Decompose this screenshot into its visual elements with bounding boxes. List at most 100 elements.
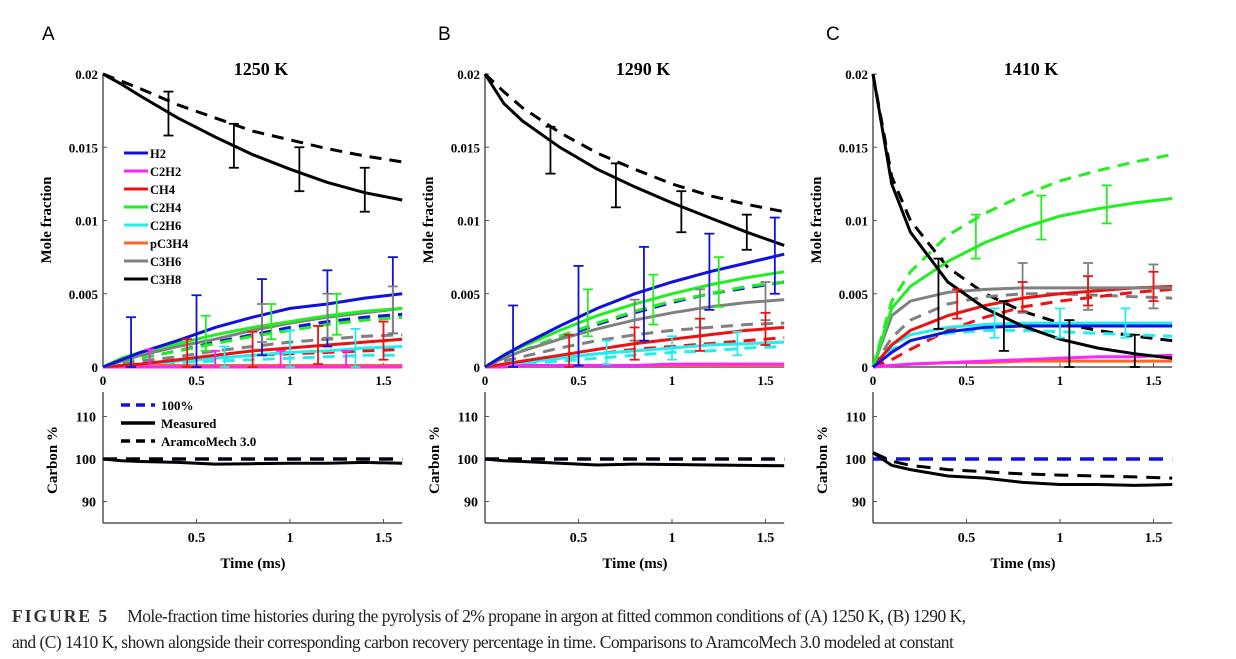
error-bar-ch4 [760, 311, 771, 346]
carbon-x-tick-label: 0.5 [958, 531, 976, 546]
error-bar-ch4 [1083, 275, 1094, 307]
error-bar-c3h8 [1064, 319, 1075, 368]
error-bar-c3h8 [163, 90, 174, 137]
x-tick-label: 0.5 [570, 373, 587, 388]
error-bar-ch4 [182, 338, 193, 368]
error-bar-c3h8 [228, 122, 239, 169]
error-bar-c3h8 [610, 162, 621, 209]
y-tick-label: 0 [92, 360, 99, 375]
y-tick-label: 0.01 [845, 214, 868, 229]
error-bar-c3h6 [387, 285, 398, 335]
carbon-y-tick-label: 90 [82, 496, 96, 511]
error-bar-c2h4 [713, 256, 724, 308]
error-bar-c2h6 [1055, 307, 1065, 339]
carbon-x-tick-label: 1.5 [757, 531, 775, 546]
measured-line-c3h6 [871, 286, 1173, 368]
error-bar-ch4 [564, 333, 575, 368]
y-tick-label: 0.015 [69, 140, 99, 155]
x-tick-label: 1 [1057, 373, 1064, 388]
legend-label-h2: H2 [150, 147, 166, 161]
error-bar-c2h6 [219, 345, 230, 368]
carbon-legend-label: 100% [161, 398, 194, 413]
error-bar-ch4 [952, 288, 963, 320]
y-tick-label: 0.02 [845, 67, 868, 82]
carbon-x-tick-label: 1 [669, 531, 676, 546]
legend-label-pc3h4: pC3H4 [150, 237, 189, 251]
error-bar-h2 [704, 232, 715, 311]
carbon-y-tick-label: 90 [464, 496, 478, 511]
measured-line-c2h4 [871, 197, 1173, 368]
error-bar-c3h8 [359, 166, 370, 213]
carbon-x-tick-label: 1 [287, 531, 294, 546]
y-tick-label: 0.01 [75, 214, 98, 229]
error-bar-c3h8 [545, 125, 556, 175]
error-bar-c2h4 [1036, 194, 1047, 241]
caption-line-2: and (C) 1410 K, shown alongside their co… [12, 632, 954, 652]
error-bar-c2h4 [970, 213, 981, 260]
x-tick-label: 1.5 [757, 373, 774, 388]
legend-label-ch4: CH4 [150, 183, 176, 197]
carbon-y-axis-label: Carbon % [427, 426, 443, 494]
legend-label-c2h4: C2H4 [150, 201, 182, 215]
model-line-c3h8 [102, 72, 403, 164]
error-bar-h2 [126, 316, 137, 368]
error-bar-ch4 [378, 320, 389, 361]
legend-label-c2h6: C2H6 [150, 219, 181, 233]
panel-letter: C [826, 24, 840, 45]
carbon-y-tick-label: 110 [458, 411, 478, 426]
x-axis-label: Time (ms) [602, 556, 667, 572]
x-axis-label: Time (ms) [220, 556, 285, 572]
figure-5: A 1250 K 0 0.005 0.01 0.015 0.02 0 0.5 1 1.5 Mole f… [39, 24, 1173, 572]
error-bar-c3h8 [294, 146, 305, 193]
error-bar-h2 [769, 216, 780, 295]
figure-caption: FIGURE 5 Mole-fraction time histories dur… [12, 603, 1236, 655]
error-bar-c2h2 [210, 349, 221, 368]
y-tick-label: 0.005 [69, 287, 99, 302]
legend-label-c3h6: C3H6 [150, 255, 181, 269]
error-bar-c2h4 [1101, 184, 1112, 225]
caption-label: FIGURE 5 [12, 606, 110, 626]
error-bar-c3h8 [998, 300, 1009, 352]
carbon-y-tick-label: 100 [845, 453, 866, 468]
y-tick-label: 0.005 [839, 287, 869, 302]
error-bar-h2 [508, 304, 519, 368]
y-tick-label: 0 [474, 360, 481, 375]
error-bar-c2h4 [648, 273, 659, 326]
error-bar-c2h6 [1120, 307, 1131, 339]
legend-label-c3h8: C3H8 [150, 273, 181, 287]
error-bar-c2h4 [266, 303, 277, 341]
carbon-y-tick-label: 90 [852, 496, 866, 511]
carbon-legend-label: Measured [161, 416, 217, 431]
species-legend: H2 C2H2 CH4 C2H4 C2H6 pC3H4 C3H6 C3H8 [124, 147, 189, 287]
panel-a: A 1250 K 0 0.005 0.01 0.015 0.02 0 0.5 1 1.5 Mole f… [39, 24, 403, 572]
x-tick-label: 0 [482, 373, 489, 388]
error-bar-c2h2 [341, 349, 352, 368]
y-tick-label: 0 [862, 360, 869, 375]
carbon-y-tick-label: 100 [75, 453, 96, 468]
y-axis-label: Mole fraction [421, 176, 437, 264]
y-axis-label: Mole fraction [39, 176, 55, 264]
x-tick-label: 1 [287, 373, 294, 388]
carbon-x-tick-label: 0.5 [188, 531, 206, 546]
legend-label-c2h2: C2H2 [150, 165, 181, 179]
carbon-x-tick-label: 0.5 [570, 531, 588, 546]
error-bar-ch4 [695, 317, 706, 352]
error-bar-c2h2 [275, 349, 286, 368]
caption-line-1: Mole-fraction time histories during the … [127, 606, 966, 626]
error-bar-c2h4 [582, 288, 593, 338]
model-line-c3h6 [871, 292, 1173, 368]
carbon-x-tick-label: 1.5 [375, 531, 393, 546]
error-bar-c3h8 [1129, 333, 1140, 368]
carbon-y-tick-label: 100 [457, 453, 478, 468]
carbon-x-tick-label: 1.5 [1145, 531, 1163, 546]
carbon-x-tick-label: 1 [1057, 531, 1064, 546]
panel-letter: A [42, 24, 55, 45]
error-bar-c2h6 [601, 339, 612, 365]
measured-line-c2h2 [872, 353, 1173, 369]
panel-letter: B [438, 24, 451, 45]
carbon-y-axis-label: Carbon % [815, 426, 831, 494]
y-tick-label: 0.01 [457, 214, 480, 229]
carbon-y-axis-label: Carbon % [45, 426, 61, 494]
error-bar-ch4 [1017, 281, 1028, 313]
carbon-legend-label: AramcoMech 3.0 [161, 434, 256, 449]
